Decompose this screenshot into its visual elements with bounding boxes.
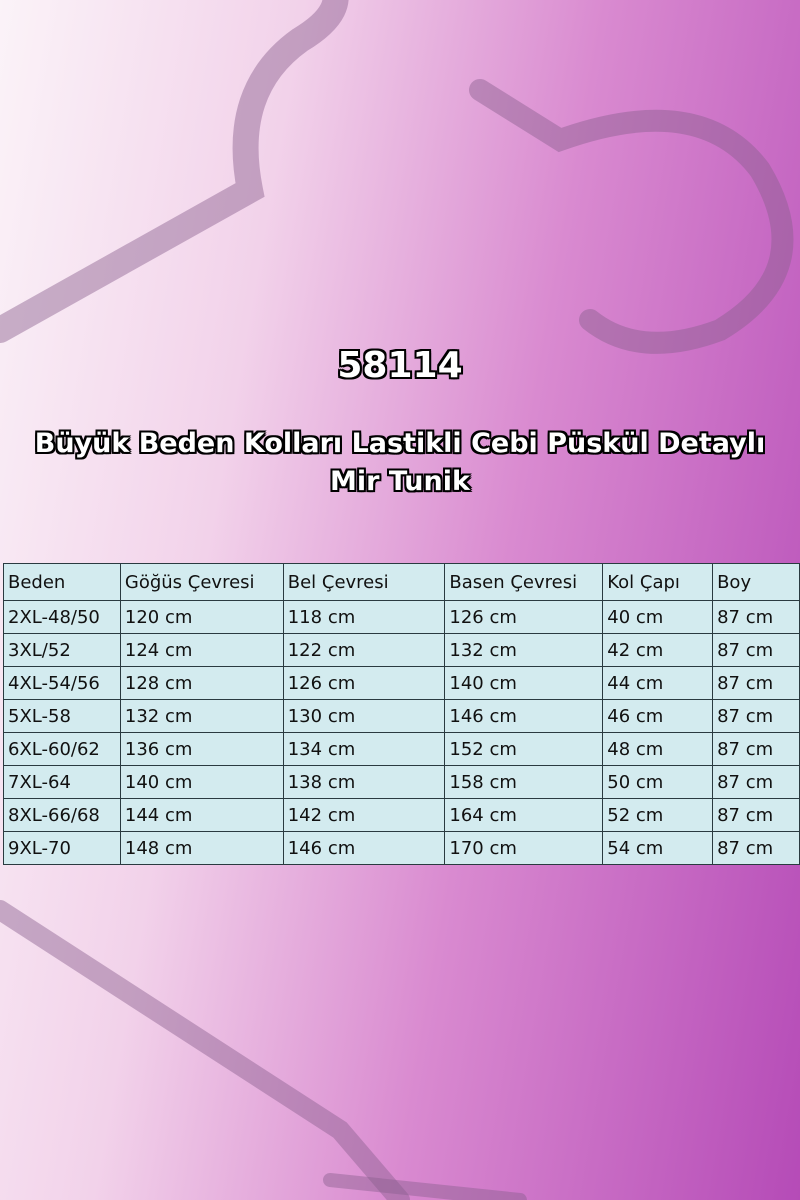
table-row: 3XL/52 124 cm 122 cm 132 cm 42 cm 87 cm bbox=[3, 633, 800, 667]
table-cell: 126 cm bbox=[444, 600, 604, 634]
table-cell: 126 cm bbox=[282, 666, 446, 700]
table-row: 4XL-54/56 128 cm 126 cm 140 cm 44 cm 87 cm bbox=[3, 666, 800, 700]
table-cell: 134 cm bbox=[282, 732, 446, 766]
header-cell: Beden bbox=[3, 563, 121, 601]
table-cell: 87 cm bbox=[712, 699, 800, 733]
table-cell: 120 cm bbox=[119, 600, 284, 634]
table-cell: 146 cm bbox=[444, 699, 604, 733]
table-cell: 42 cm bbox=[602, 633, 714, 667]
table-cell: 170 cm bbox=[444, 831, 604, 865]
table-cell: 40 cm bbox=[602, 600, 714, 634]
table-cell: 128 cm bbox=[119, 666, 284, 700]
table-cell: 8XL-66/68 bbox=[3, 798, 121, 832]
table-cell: 146 cm bbox=[282, 831, 446, 865]
table-cell: 87 cm bbox=[712, 798, 800, 832]
table-cell: 52 cm bbox=[602, 798, 714, 832]
table-cell: 144 cm bbox=[119, 798, 284, 832]
table-cell: 3XL/52 bbox=[3, 633, 121, 667]
table-cell: 87 cm bbox=[712, 666, 800, 700]
table-cell: 142 cm bbox=[282, 798, 446, 832]
table-row: Beden Göğüs Çevresi Bel Çevresi Basen Çevre… bbox=[3, 563, 800, 601]
table-row: 8XL-66/68 144 cm 142 cm 164 cm 52 cm 87 cm bbox=[3, 798, 800, 832]
table-cell: 164 cm bbox=[444, 798, 604, 832]
table-cell: 87 cm bbox=[712, 732, 800, 766]
table-cell: 7XL-64 bbox=[3, 765, 121, 799]
table-cell: 152 cm bbox=[444, 732, 604, 766]
table-row: 6XL-60/62 136 cm 134 cm 152 cm 48 cm 87 cm bbox=[3, 732, 800, 766]
table-cell: 4XL-54/56 bbox=[3, 666, 121, 700]
table-cell: 132 cm bbox=[119, 699, 284, 733]
header-cell: Boy bbox=[712, 563, 800, 601]
table-cell: 44 cm bbox=[602, 666, 714, 700]
table-row: 5XL-58 132 cm 130 cm 146 cm 46 cm 87 cm bbox=[3, 699, 800, 733]
table-row: 9XL-70 148 cm 146 cm 170 cm 54 cm 87 cm bbox=[3, 831, 800, 865]
table-cell: 9XL-70 bbox=[3, 831, 121, 865]
table-cell: 136 cm bbox=[119, 732, 284, 766]
header-cell: Kol Çapı bbox=[602, 563, 714, 601]
header-cell: Basen Çevresi bbox=[444, 563, 604, 601]
header-cell: Bel Çevresi bbox=[282, 563, 446, 601]
product-title: Büyük Beden Kolları Lastikli Cebi Püskül… bbox=[34, 428, 766, 497]
table-cell: 122 cm bbox=[282, 633, 446, 667]
table-cell: 87 cm bbox=[712, 600, 800, 634]
table-cell: 46 cm bbox=[602, 699, 714, 733]
header-cell: Göğüs Çevresi bbox=[119, 563, 284, 601]
table-cell: 118 cm bbox=[282, 600, 446, 634]
table-row: 7XL-64 140 cm 138 cm 158 cm 50 cm 87 cm bbox=[3, 765, 800, 799]
table-cell: 50 cm bbox=[602, 765, 714, 799]
size-table: Beden Göğüs Çevresi Bel Çevresi Basen Çevre… bbox=[3, 563, 800, 865]
table-cell: 140 cm bbox=[119, 765, 284, 799]
table-row: 2XL-48/50 120 cm 118 cm 126 cm 40 cm 87 cm bbox=[3, 600, 800, 634]
product-code: 58114 bbox=[337, 345, 463, 386]
table-cell: 6XL-60/62 bbox=[3, 732, 121, 766]
table-cell: 140 cm bbox=[444, 666, 604, 700]
table-cell: 5XL-58 bbox=[3, 699, 121, 733]
table-cell: 54 cm bbox=[602, 831, 714, 865]
table-cell: 87 cm bbox=[712, 765, 800, 799]
table-cell: 124 cm bbox=[119, 633, 284, 667]
table-cell: 130 cm bbox=[282, 699, 446, 733]
table-cell: 132 cm bbox=[444, 633, 604, 667]
table-cell: 48 cm bbox=[602, 732, 714, 766]
table-cell: 158 cm bbox=[444, 765, 604, 799]
table-cell: 87 cm bbox=[712, 831, 800, 865]
table-cell: 148 cm bbox=[119, 831, 284, 865]
table-cell: 138 cm bbox=[282, 765, 446, 799]
table-cell: 87 cm bbox=[712, 633, 800, 667]
table-cell: 2XL-48/50 bbox=[3, 600, 121, 634]
